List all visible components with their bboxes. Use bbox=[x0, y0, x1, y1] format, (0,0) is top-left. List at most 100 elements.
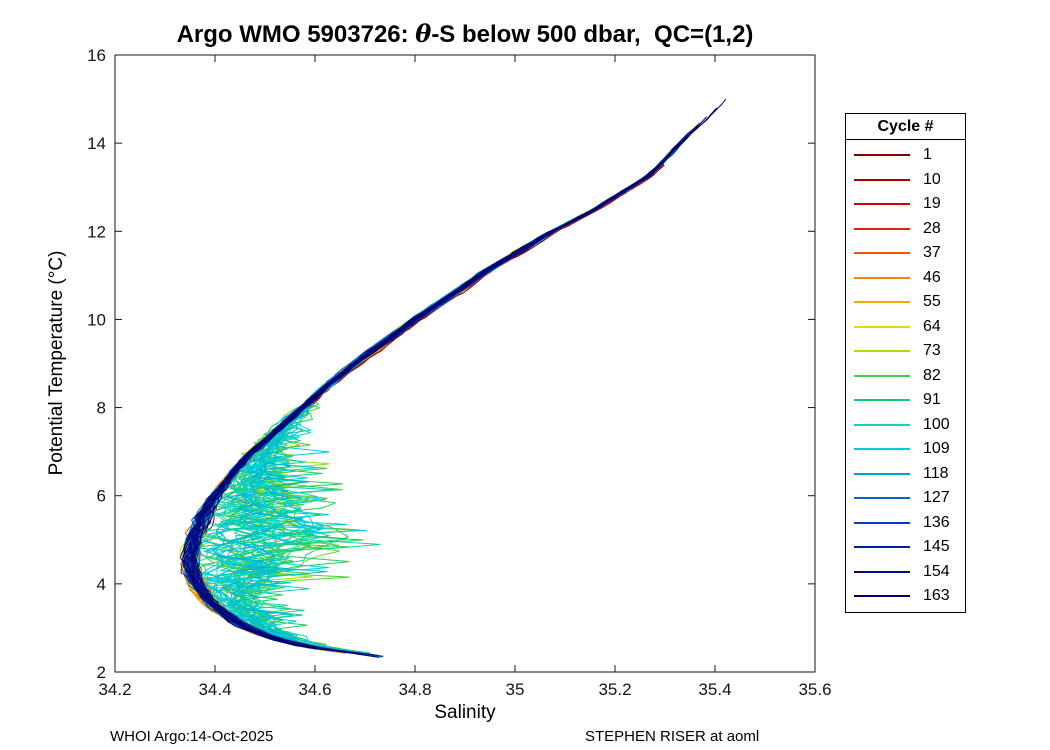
legend-entry: 73 bbox=[846, 339, 965, 364]
legend-line-sample bbox=[854, 154, 910, 157]
ts-curve-cycle-62 bbox=[183, 181, 639, 654]
legend-entry-label: 145 bbox=[923, 538, 950, 556]
ts-curve-cycle-147 bbox=[188, 155, 670, 654]
legend-line-sample bbox=[854, 570, 910, 573]
ts-curve-cycle-71 bbox=[184, 190, 623, 652]
legend-entry-label: 163 bbox=[923, 587, 950, 605]
legend-entry-label: 10 bbox=[923, 170, 941, 188]
legend-entry-label: 64 bbox=[923, 317, 941, 335]
y-tick-label: 2 bbox=[97, 663, 106, 682]
ts-curve-cycle-99 bbox=[192, 150, 675, 654]
ts-curve-cycle-88 bbox=[218, 172, 654, 649]
ts-curve-cycle-101 bbox=[221, 171, 652, 649]
ts-curve-cycle-75 bbox=[224, 172, 653, 650]
legend-entry-label: 109 bbox=[923, 440, 950, 458]
legend-line-sample bbox=[854, 178, 910, 181]
legend-entry: 136 bbox=[846, 511, 965, 536]
legend-line-sample bbox=[854, 252, 910, 255]
ts-curve-cycle-150 bbox=[189, 132, 691, 658]
ts-curve-cycle-55 bbox=[191, 151, 672, 655]
y-tick-label: 12 bbox=[87, 222, 106, 241]
legend-entry-label: 118 bbox=[923, 464, 949, 482]
y-tick-label: 6 bbox=[97, 487, 106, 506]
ts-curve-cycle-83 bbox=[204, 186, 631, 654]
ts-curve-cycle-50 bbox=[185, 176, 646, 654]
ts-curve-cycle-107 bbox=[206, 164, 660, 652]
legend-entry-label: 100 bbox=[923, 415, 950, 433]
legend-entry: 46 bbox=[846, 266, 965, 291]
ts-curve-cycle-98 bbox=[249, 126, 698, 651]
ts-curve-cycle-58 bbox=[186, 190, 625, 652]
legend-line-sample bbox=[854, 399, 910, 402]
ts-curve-cycle-30 bbox=[184, 165, 660, 654]
footer-left: WHOI Argo:14-Oct-2025 bbox=[110, 728, 274, 745]
legend-entry: 154 bbox=[846, 560, 965, 585]
theta-symbol: θ bbox=[415, 19, 432, 48]
legend-entry: 127 bbox=[846, 486, 965, 511]
y-tick-label: 14 bbox=[87, 134, 106, 153]
ts-curve-cycle-21 bbox=[187, 130, 694, 655]
legend-line-sample bbox=[854, 374, 910, 377]
legend-entry-label: 55 bbox=[923, 293, 941, 311]
legend-entry-label: 28 bbox=[923, 219, 941, 237]
x-tick-label: 34.6 bbox=[298, 680, 331, 699]
ts-curve-cycle-137 bbox=[191, 150, 674, 654]
legend-entry-label: 73 bbox=[923, 342, 941, 360]
ts-curve-cycle-96 bbox=[208, 123, 701, 653]
legend-line-sample bbox=[854, 423, 910, 426]
legend-entry-label: 82 bbox=[923, 366, 941, 384]
legend-entry: 55 bbox=[846, 290, 965, 315]
legend-line-sample bbox=[854, 203, 910, 206]
ts-curves bbox=[179, 98, 727, 658]
legend-entry-label: 127 bbox=[923, 489, 950, 507]
legend-entry-label: 91 bbox=[923, 391, 941, 409]
x-tick-label: 34.2 bbox=[98, 680, 131, 699]
plot-box bbox=[114, 54, 816, 673]
y-tick-label: 16 bbox=[87, 46, 106, 65]
y-tick-label: 10 bbox=[87, 310, 106, 329]
legend-line-sample bbox=[854, 595, 910, 598]
legend-entry: 145 bbox=[846, 535, 965, 560]
plot-title-prefix: Argo WMO 5903726: bbox=[176, 21, 416, 48]
legend-line-sample bbox=[854, 546, 910, 549]
plot-title: Argo WMO 5903726: θ-S below 500 dbar, QC… bbox=[115, 19, 815, 49]
legend-line-sample bbox=[854, 521, 910, 524]
legend-entry: 82 bbox=[846, 364, 965, 389]
ts-curve-cycle-156 bbox=[182, 142, 680, 657]
legend-entry-label: 46 bbox=[923, 268, 941, 286]
legend-entry-label: 1 bbox=[923, 146, 932, 164]
x-tick-label: 35.4 bbox=[698, 680, 731, 699]
ts-curve-cycle-109 bbox=[199, 187, 629, 649]
ts-curve-cycle-138 bbox=[190, 183, 636, 651]
legend-entry: 19 bbox=[846, 192, 965, 217]
legend-entry-label: 154 bbox=[923, 562, 950, 580]
legend-entry: 37 bbox=[846, 241, 965, 266]
y-tick-label: 8 bbox=[97, 399, 106, 418]
legend-entry: 100 bbox=[846, 413, 965, 438]
legend-entry: 163 bbox=[846, 584, 965, 609]
legend-line-sample bbox=[854, 497, 910, 500]
ts-curve-cycle-117 bbox=[189, 152, 671, 650]
ts-curve-cycle-145 bbox=[186, 126, 699, 656]
ts-curve-cycle-108 bbox=[207, 168, 658, 651]
legend-entry: 109 bbox=[846, 437, 965, 462]
legend-entry: 28 bbox=[846, 217, 965, 242]
legend-title: Cycle # bbox=[846, 114, 965, 140]
legend: Cycle # 1 10 19 28 37 46 55 64 73 82 91 100 109 118 12… bbox=[845, 113, 966, 613]
legend-entry: 118 bbox=[846, 462, 965, 487]
legend-line-sample bbox=[854, 448, 910, 451]
legend-line-sample bbox=[854, 472, 910, 475]
ts-curve-cycle-61 bbox=[183, 181, 638, 654]
y-tick-label: 4 bbox=[97, 575, 106, 594]
ts-curve-cycle-133 bbox=[184, 160, 663, 654]
legend-line-sample bbox=[854, 350, 910, 353]
x-axis-label: Salinity bbox=[434, 702, 496, 723]
x-tick-label: 35 bbox=[506, 680, 525, 699]
x-tick-label: 34.8 bbox=[398, 680, 431, 699]
legend-entry-label: 19 bbox=[923, 195, 941, 213]
legend-line-sample bbox=[854, 301, 910, 304]
x-tick-label: 35.2 bbox=[598, 680, 631, 699]
ts-curve-cycle-25 bbox=[189, 183, 637, 650]
legend-entry: 64 bbox=[846, 315, 965, 340]
